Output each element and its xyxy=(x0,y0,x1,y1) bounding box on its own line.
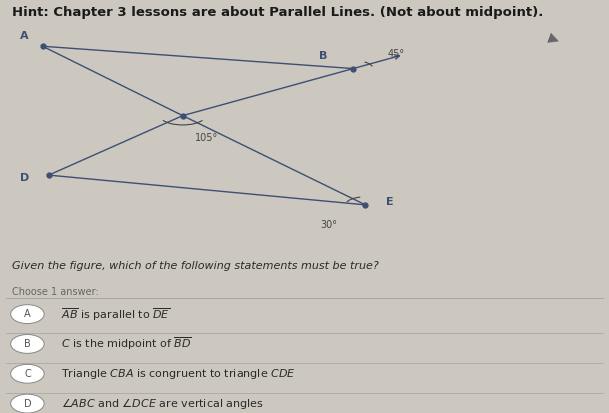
Text: Given the figure, which of the following statements must be true?: Given the figure, which of the following… xyxy=(12,261,379,271)
Text: E: E xyxy=(386,197,393,207)
Text: Hint: Chapter 3 lessons are about Parallel Lines. (Not about midpoint).: Hint: Chapter 3 lessons are about Parall… xyxy=(12,6,544,19)
Ellipse shape xyxy=(10,305,44,323)
Ellipse shape xyxy=(10,364,44,383)
Ellipse shape xyxy=(10,394,44,413)
Text: D: D xyxy=(19,173,29,183)
Text: A: A xyxy=(20,31,29,41)
Text: $\angle ABC$ and $\angle DCE$ are vertical angles: $\angle ABC$ and $\angle DCE$ are vertic… xyxy=(61,396,264,411)
Text: Choose 1 answer:: Choose 1 answer: xyxy=(12,287,99,297)
Text: $\overline{AB}$ is parallel to $\overline{DE}$: $\overline{AB}$ is parallel to $\overlin… xyxy=(61,306,170,323)
Text: 30°: 30° xyxy=(320,220,337,230)
Text: $C$ is the midpoint of $\overline{BD}$: $C$ is the midpoint of $\overline{BD}$ xyxy=(61,336,192,352)
Text: C: C xyxy=(24,369,31,379)
Text: D: D xyxy=(24,399,31,408)
Text: Triangle $CBA$ is congruent to triangle $CDE$: Triangle $CBA$ is congruent to triangle … xyxy=(61,367,295,381)
Ellipse shape xyxy=(10,335,44,354)
Text: 45°: 45° xyxy=(387,49,404,59)
Text: ▶: ▶ xyxy=(547,31,561,47)
Text: B: B xyxy=(319,51,327,61)
Text: B: B xyxy=(24,339,31,349)
Text: A: A xyxy=(24,309,30,319)
Text: 105°: 105° xyxy=(195,133,219,143)
